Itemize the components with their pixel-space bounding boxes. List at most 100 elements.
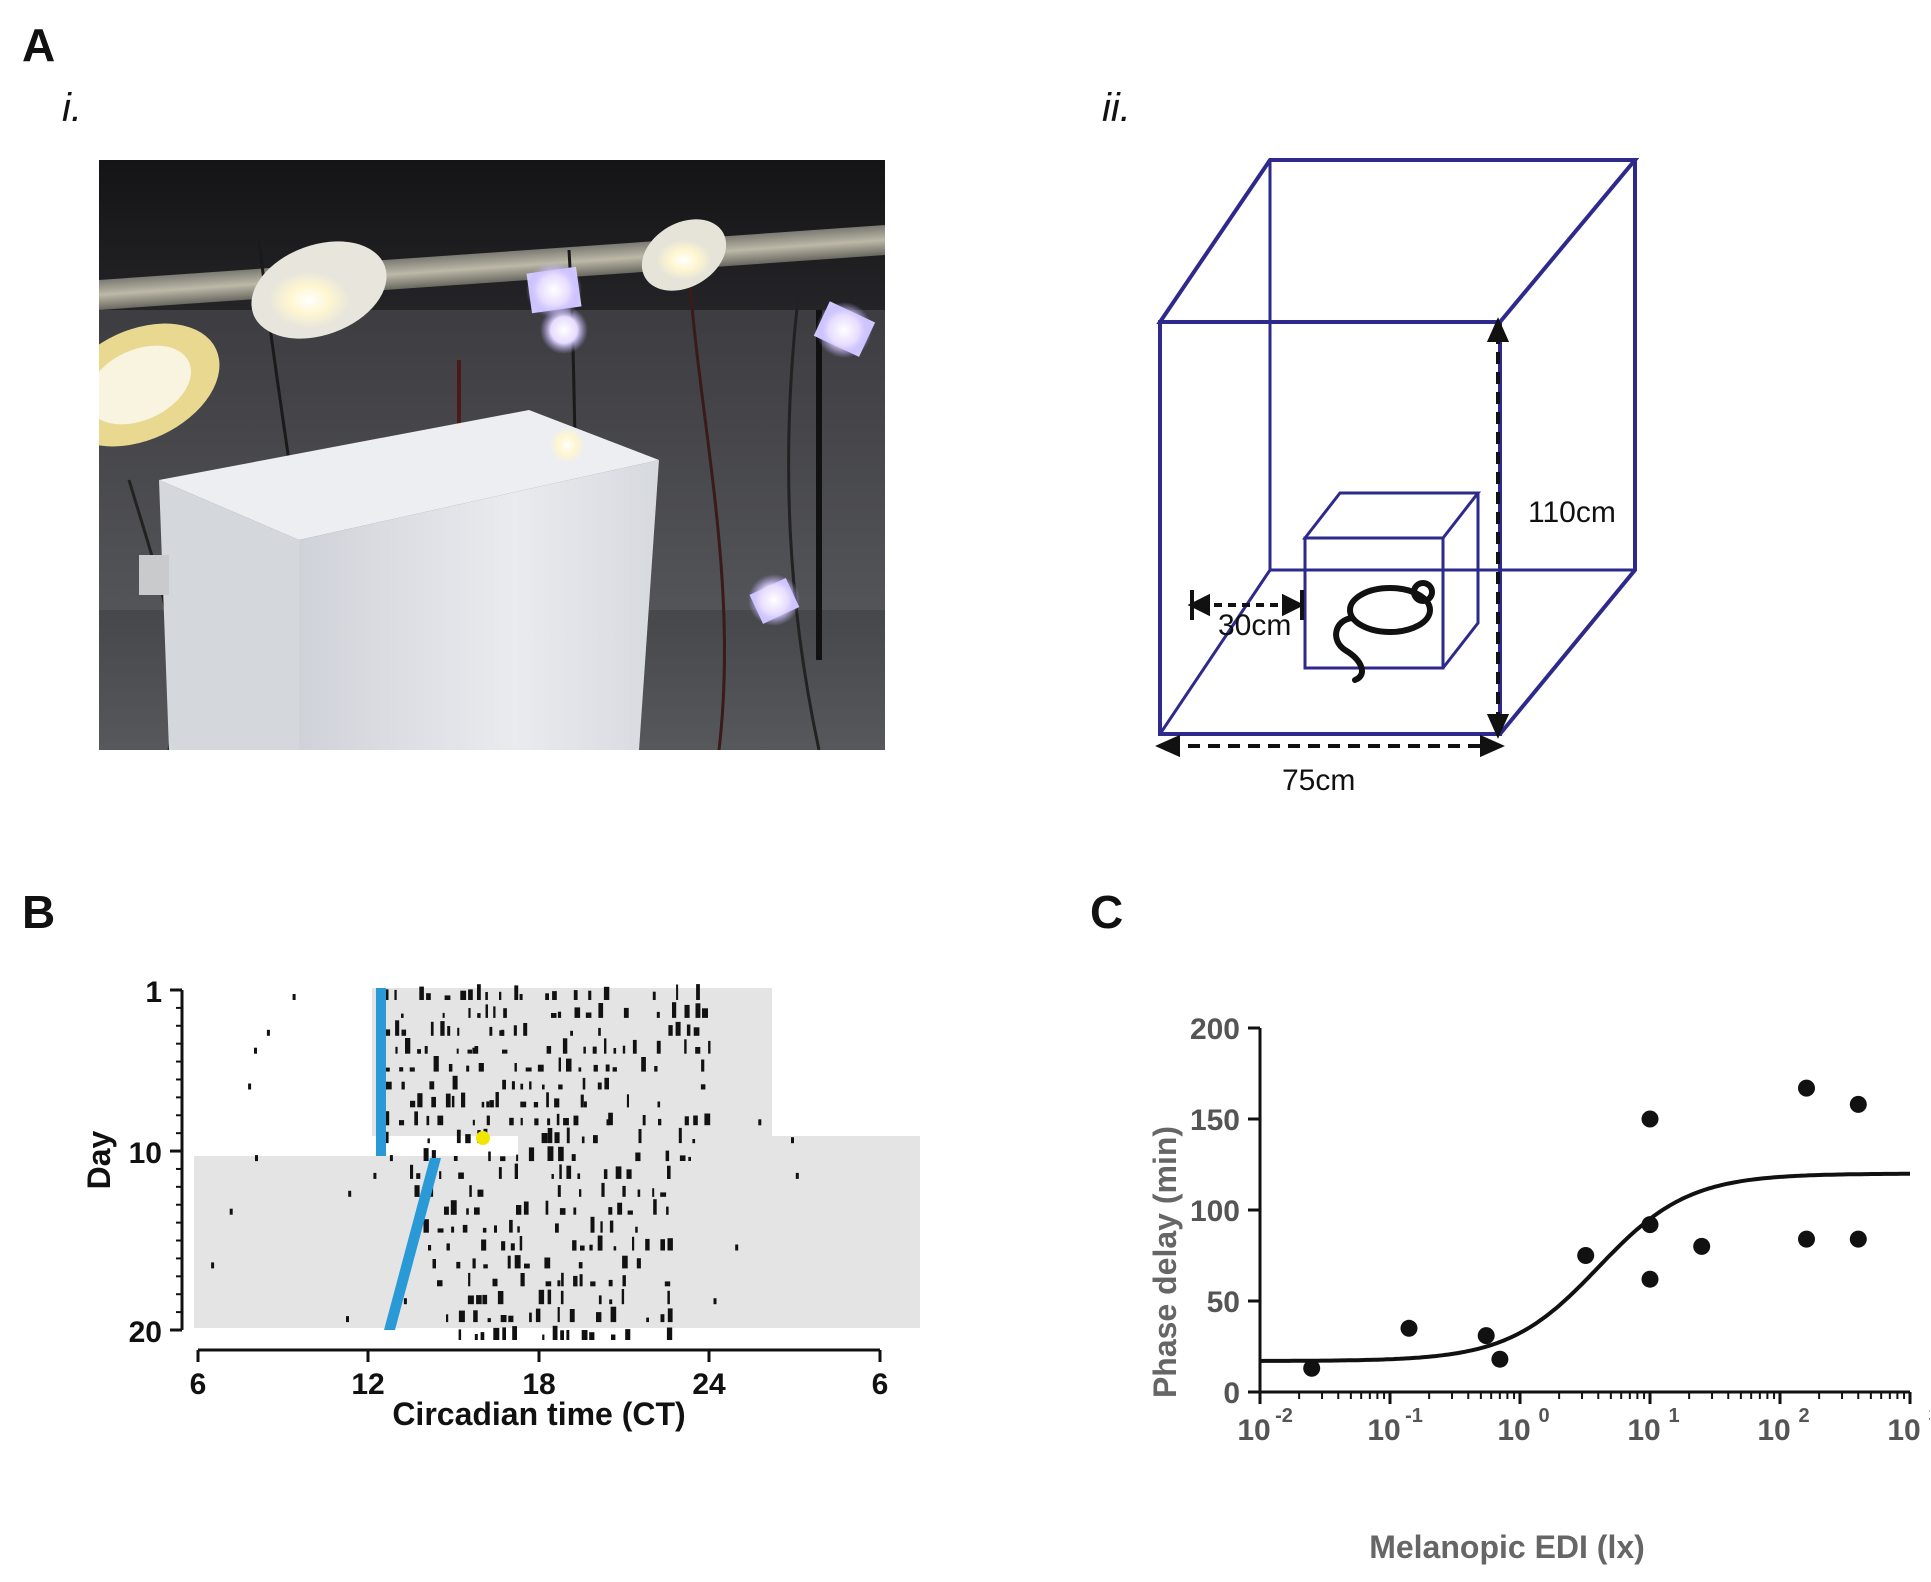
activity-bar [472, 1119, 475, 1126]
activity-bar [597, 1082, 602, 1090]
activity-bar [373, 1172, 377, 1179]
activity-bar [704, 1113, 711, 1126]
activity-bar [713, 1298, 717, 1305]
activity-bar [609, 1220, 614, 1233]
activity-bar [410, 1164, 414, 1179]
activity-bar [541, 1133, 548, 1144]
activity-bar [641, 1057, 646, 1072]
activity-bar [558, 1084, 563, 1090]
activity-bar [529, 1081, 532, 1090]
activity-bar [501, 1241, 506, 1251]
data-point [1641, 1216, 1659, 1234]
activity-bar [590, 1281, 596, 1287]
activity-bar [446, 1243, 450, 1251]
activity-bar [642, 1115, 646, 1126]
cube-floor-left-edge [1158, 569, 1272, 735]
activity-bar [458, 1310, 465, 1323]
activity-bar [403, 1298, 407, 1305]
activity-bar [520, 1083, 524, 1090]
activity-bar [511, 1081, 515, 1090]
activity-bar [389, 1155, 393, 1162]
activity-bar [516, 1205, 522, 1215]
activity-bar [693, 1027, 700, 1036]
activity-bar [645, 1238, 650, 1251]
activity-bar [469, 1185, 472, 1197]
activity-bar [557, 1185, 561, 1197]
data-point [1641, 1110, 1659, 1128]
activity-bar [615, 1166, 622, 1179]
activity-bar [545, 1200, 549, 1215]
activity-bar [546, 1092, 549, 1108]
activity-bar [604, 1077, 609, 1090]
activity-bar [708, 1040, 711, 1054]
activity-bar [623, 1007, 629, 1018]
activity-bar [668, 1025, 673, 1036]
activity-bar [460, 990, 467, 1000]
x-tick-label: 6 [190, 1368, 207, 1401]
activity-bar [589, 1244, 593, 1251]
activity-bar [508, 1315, 514, 1323]
activity-bar [658, 1118, 662, 1126]
activity-bar [432, 1259, 436, 1269]
activity-bar [569, 1309, 575, 1323]
x-tick-label: 6 [872, 1368, 889, 1401]
activity-bar [512, 1326, 517, 1340]
cage-top [1301, 491, 1482, 540]
activity-bar [667, 1308, 673, 1323]
activity-bar [613, 1246, 617, 1251]
activity-bar [552, 1325, 558, 1340]
activity-bar [426, 1115, 430, 1126]
activity-bar [473, 1310, 478, 1323]
x-tick-exponent: 1 [1668, 1405, 1679, 1427]
activity-bar [544, 1257, 551, 1269]
activity-bar [481, 1101, 485, 1108]
fit-curve [1259, 1171, 1910, 1363]
activity-bar [519, 1236, 523, 1251]
activity-bar [255, 1155, 258, 1162]
activity-bar [537, 1064, 544, 1072]
activity-bar [428, 1245, 432, 1251]
activity-bar [562, 1038, 568, 1054]
activity-bar [572, 1240, 577, 1251]
activity-bar [492, 1278, 498, 1287]
activity-bar [509, 1219, 513, 1233]
x-axis-label: Circadian time (CT) [392, 1396, 685, 1432]
y-axis-label: Day [81, 1130, 117, 1189]
activity-bar [560, 1330, 564, 1340]
activity-bar [514, 1255, 521, 1269]
activity-bar [573, 1207, 577, 1215]
light-pulse-baseline [376, 988, 386, 1156]
activity-bar [458, 1329, 462, 1340]
x-tick-label: 10 [1887, 1414, 1920, 1447]
activity-bar [450, 1200, 457, 1215]
activity-bar [254, 1047, 257, 1054]
activity-bar [528, 1147, 535, 1162]
activity-bar [446, 1314, 449, 1323]
data-point [1849, 1230, 1867, 1248]
activity-bar [606, 1119, 610, 1126]
cube-top-face [1156, 158, 1640, 324]
x-tick-label: 24 [692, 1368, 726, 1401]
activity-bar [608, 1112, 613, 1126]
activity-bar [573, 990, 578, 1000]
activity-bar [596, 1312, 602, 1323]
activity-bar [525, 1067, 532, 1072]
activity-bar [386, 1081, 392, 1090]
activity-bar [660, 1239, 665, 1251]
activity-bar [451, 1095, 455, 1108]
activity-bar [437, 1228, 444, 1233]
activity-bar [474, 1207, 480, 1215]
activity-bar [593, 1064, 598, 1072]
activity-bar [652, 991, 656, 1000]
activity-bar [386, 1029, 391, 1036]
activity-bar [514, 1163, 518, 1179]
activity-bar [502, 1079, 506, 1090]
activity-bar [452, 1075, 458, 1090]
panel-letter-b: B [22, 886, 56, 938]
activity-bar [571, 1154, 576, 1161]
activity-bar [547, 1118, 551, 1126]
data-point [1798, 1079, 1815, 1097]
activity-bar [437, 1115, 444, 1126]
activity-bar [692, 1139, 696, 1144]
activity-bar [561, 1272, 564, 1287]
